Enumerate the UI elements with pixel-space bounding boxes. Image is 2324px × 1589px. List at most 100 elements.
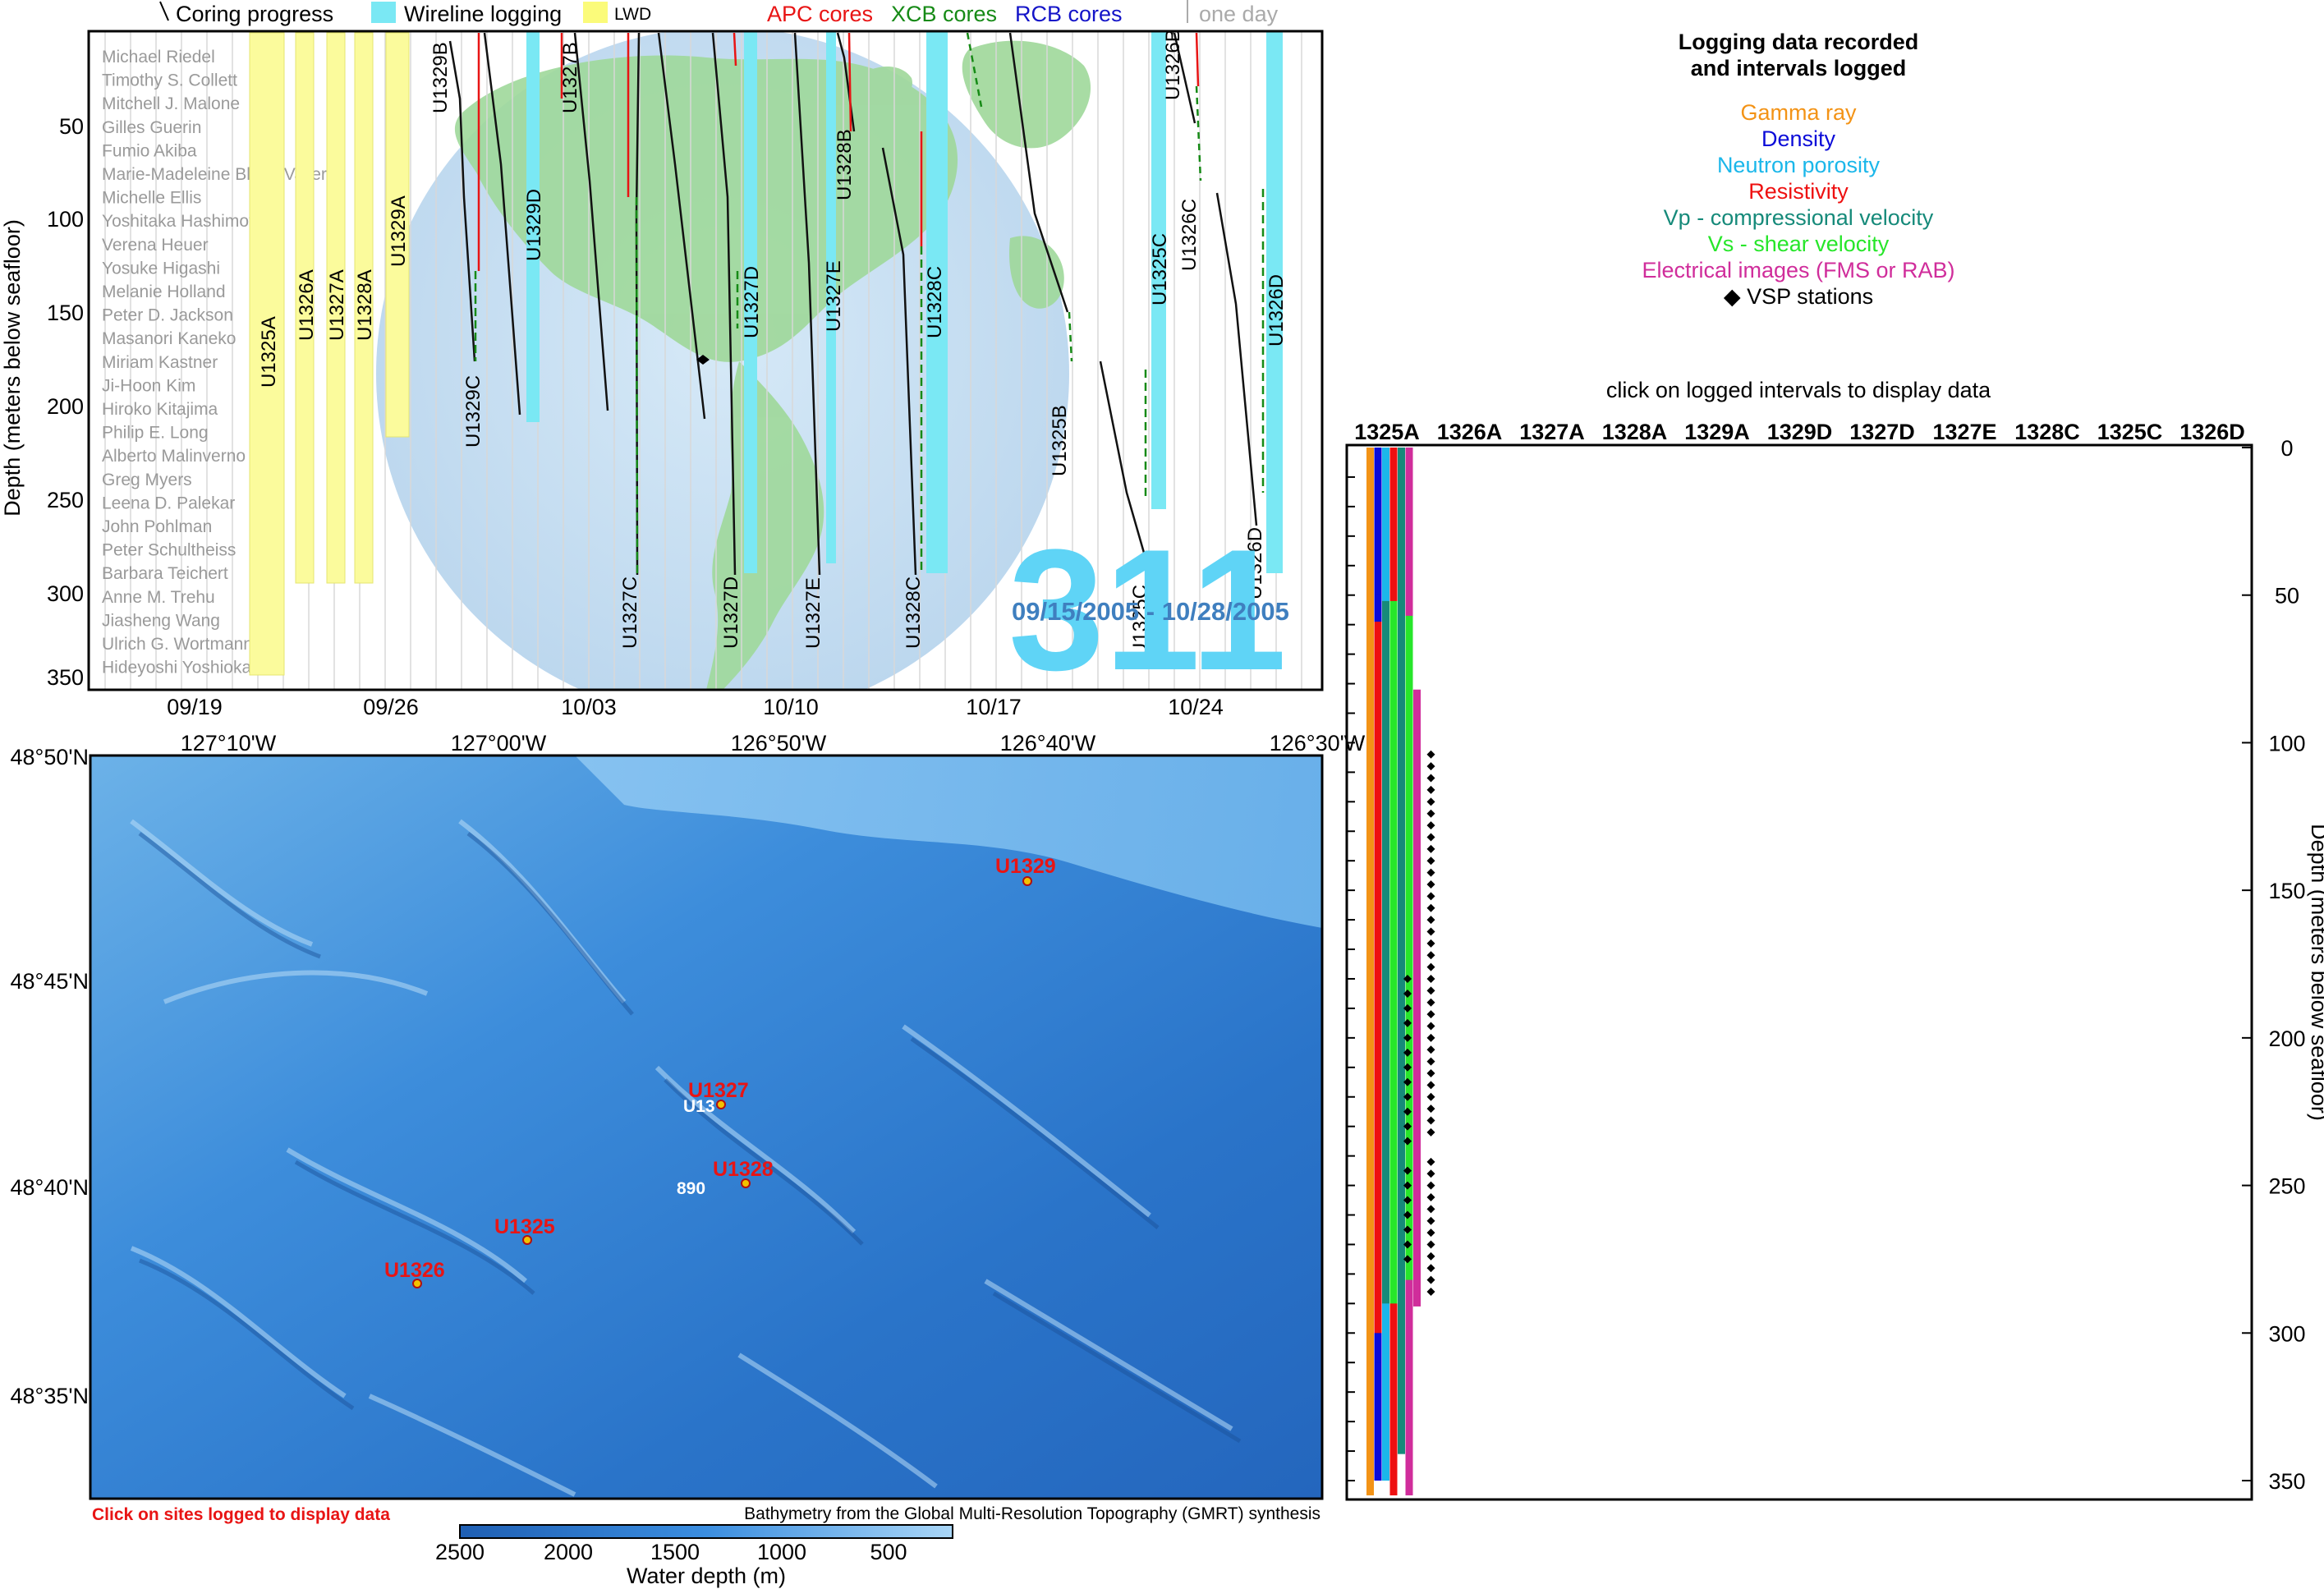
depth-tick-100: 100 <box>2268 731 2305 755</box>
tl-xtick-1003: 10/03 <box>561 695 617 719</box>
map-lon-labels: 127°10'W 127°00'W 126°50'W 126°40'W 126°… <box>181 731 1366 755</box>
site-label-u1326[interactable]: U1326 <box>384 1259 445 1282</box>
vsp-station-1328c-212 <box>1426 1068 1435 1077</box>
vsp-station-1327d-185 <box>1403 989 1412 998</box>
hole-header-1327a[interactable]: 1327A <box>1519 420 1585 444</box>
vsp-station-1327d-265 <box>1403 1225 1412 1234</box>
wireline-bar-u1327e[interactable] <box>826 31 836 563</box>
scientist-peter-d-jackson: Peter D. Jackson <box>102 306 233 325</box>
wireline-bar-u1326d[interactable] <box>1266 31 1283 573</box>
coring-line-u1327e <box>793 32 821 576</box>
label-u1325c: U1325C <box>1149 233 1171 305</box>
vsp-station-1328c-116 <box>1426 785 1435 794</box>
tl-ytick-50: 50 <box>59 114 84 139</box>
day-gridlines <box>104 31 1302 690</box>
tl-ytick-200: 200 <box>47 394 84 419</box>
vsp-station-1328c-120 <box>1426 797 1435 806</box>
site-label-u1325[interactable]: U1325 <box>494 1215 555 1238</box>
hole-column-headers: 1325A 1326A 1327A 1328A 1329A 1329D 1327D 1327E… <box>1354 420 2245 444</box>
legend-rcb-cores: RCB cores <box>1015 2 1123 26</box>
bathymetry-map: 127°10'W 127°00'W 126°50'W 126°40'W 126°… <box>10 731 1365 1588</box>
site-marker-u1327[interactable] <box>716 1100 726 1109</box>
lwd-bar-u1328a[interactable] <box>354 32 374 584</box>
vsp-station-1327d-205 <box>1403 1048 1412 1057</box>
wireline-bar-u1325c[interactable] <box>1151 31 1166 509</box>
legend-one-day: one day <box>1199 2 1279 26</box>
coring-line-u1329b <box>483 32 521 416</box>
label-u1329a: U1329A <box>388 195 410 267</box>
site-marker-u1326[interactable] <box>412 1279 422 1288</box>
site-marker-u1329[interactable] <box>1022 876 1032 886</box>
hole-header-1329d[interactable]: 1329D <box>1767 420 1833 444</box>
tl-xtick-0919: 09/19 <box>167 695 223 719</box>
lwd-bar-u1325a[interactable] <box>249 32 285 676</box>
label-u1326d: U1326D <box>1265 274 1288 347</box>
interval-bar-1328c-vp-compressional-velocity[interactable] <box>1398 615 1405 1280</box>
seafloor-relief <box>90 755 1322 1499</box>
coring-line-u1326d <box>1215 192 1258 526</box>
site-markers: U1329 U1327 U13 U1328 890 U1325 U1326 <box>384 855 1056 1288</box>
scientist-masanori-kaneko: Masanori Kaneko <box>102 329 236 348</box>
intervals-frame <box>1345 443 2253 1501</box>
lon-126-50: 126°50'W <box>731 731 827 755</box>
hole-header-1328c[interactable]: 1328C <box>2014 420 2080 444</box>
hole-header-1327e[interactable]: 1327E <box>1932 420 1996 444</box>
wireline-bar-u1327d[interactable] <box>744 31 757 573</box>
wireline-bar-u1328c[interactable] <box>926 31 948 573</box>
lwd-bar-u1329a[interactable] <box>385 32 410 438</box>
scientist-greg-myers: Greg Myers <box>102 471 192 489</box>
tl-ytick-150: 150 <box>47 301 84 325</box>
expedition-dates: 09/15/2005 - 10/28/2005 <box>1012 597 1289 626</box>
interval-bar-1328c-electrical-images-fms-or-rab[interactable] <box>1413 733 1421 1307</box>
scientist-philip-e-long: Philip E. Long <box>102 424 209 443</box>
scientist-john-pohlman: John Pohlman <box>102 517 212 536</box>
site-label-u1329[interactable]: U1329 <box>995 855 1056 878</box>
hole-header-1329a[interactable]: 1329A <box>1684 420 1750 444</box>
hole-header-1326d[interactable]: 1326D <box>2179 420 2245 444</box>
lwd-bar-u1326a[interactable] <box>295 32 315 584</box>
site-marker-u1325[interactable] <box>522 1235 532 1245</box>
interval-bar-1326d-resistivity[interactable] <box>1374 622 1382 1334</box>
site-label-u1327[interactable]: U1327 <box>688 1079 749 1102</box>
map-frame <box>89 754 1324 1500</box>
xcb-u1326c-top <box>966 32 983 108</box>
scientist-michael-riedel: Michael Riedel <box>102 48 215 67</box>
vsp-station-1328c-148 <box>1426 879 1435 889</box>
hole-header-1326a[interactable]: 1326A <box>1437 420 1503 444</box>
vsp-station-1328c-152 <box>1426 892 1435 901</box>
legend-coring-progress: Coring progress <box>176 2 333 26</box>
legend-title-line2: and intervals logged <box>1691 56 1907 80</box>
legend-item-density: Density <box>1761 126 1836 151</box>
intervals-instruction: click on logged intervals to display dat… <box>1606 378 1991 402</box>
vsp-station-1328c-278 <box>1426 1264 1435 1273</box>
vsp-station-1327d-200 <box>1403 1033 1412 1042</box>
legend-xcb-cores: XCB cores <box>891 2 997 26</box>
scientist-anne-m-trehu: Anne M. Trehu <box>102 588 215 607</box>
coring-line-u1326b <box>1173 32 1196 124</box>
hole-header-1325c[interactable]: 1325C <box>2097 420 2163 444</box>
vsp-station-1328c-282 <box>1426 1275 1435 1284</box>
hole-header-1327d[interactable]: 1327D <box>1849 420 1915 444</box>
vsp-station-1328c-232 <box>1426 1127 1435 1137</box>
lat-48-40: 48°40'N <box>10 1175 89 1200</box>
vsp-station-1328c-160 <box>1426 916 1435 925</box>
hole-header-1328a[interactable]: 1328A <box>1602 420 1668 444</box>
scientist-ji-hoon-kim: Ji-Hoon Kim <box>102 376 195 395</box>
scientist-verena-heuer: Verena Heuer <box>102 236 209 255</box>
site-label-u1328[interactable]: U1328 <box>713 1158 774 1181</box>
hole-header-1325a[interactable]: 1325A <box>1354 420 1420 444</box>
interval-bar-1326d-gamma-ray[interactable] <box>1366 448 1374 1245</box>
vsp-station-1327d-210 <box>1403 1063 1412 1072</box>
cbar-tick-2500: 2500 <box>435 1540 485 1564</box>
scientist-michelle-ellis: Michelle Ellis <box>102 189 201 208</box>
label-u1327b: U1327B <box>559 42 581 113</box>
interval-bar-1326d-vs-shear-velocity[interactable] <box>1389 600 1398 1304</box>
interval-bar-1326d-vp-compressional-velocity[interactable] <box>1382 600 1389 1304</box>
lwd-bar-u1327a[interactable] <box>326 32 346 584</box>
scientist-jiasheng-wang: Jiasheng Wang <box>102 611 220 630</box>
site-marker-u1328[interactable] <box>741 1178 751 1188</box>
wireline-bar-u1329d[interactable] <box>526 31 540 422</box>
interval-bar-1328c-vs-shear-velocity[interactable] <box>1405 615 1413 1280</box>
